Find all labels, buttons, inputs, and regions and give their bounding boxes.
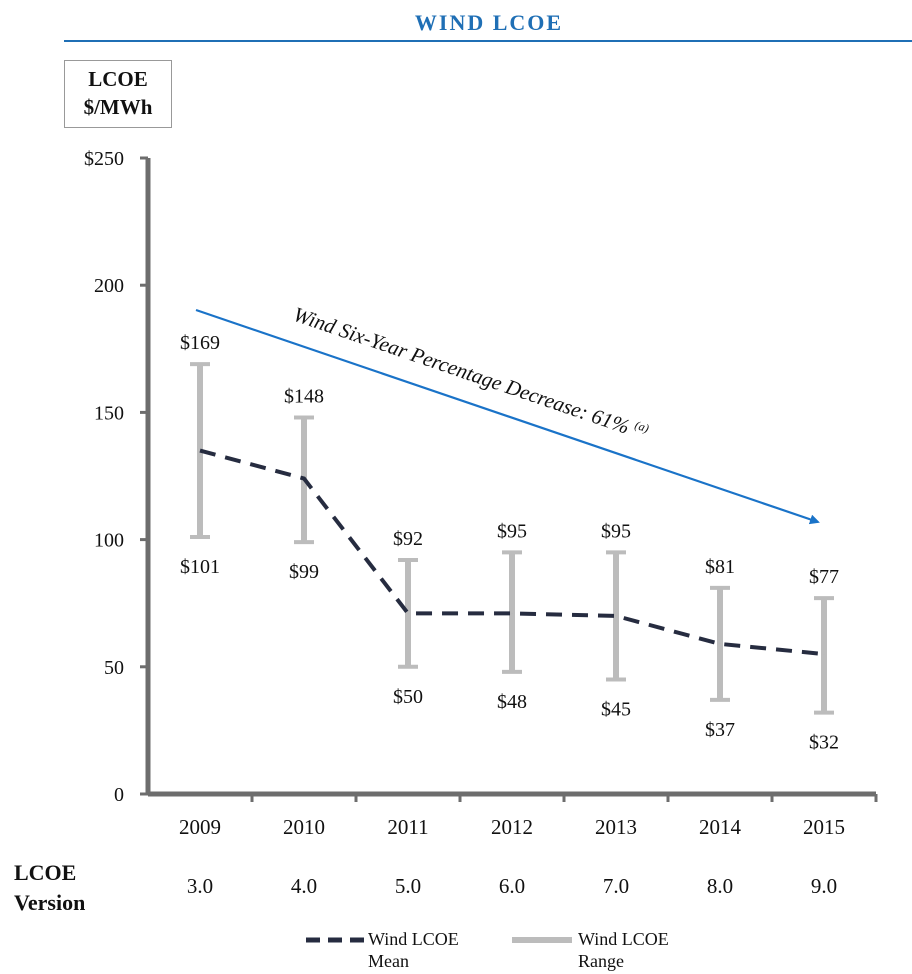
trend-arrow: Wind Six-Year Percentage Decrease: 61% (… (195, 302, 820, 525)
x-tick-label: 2013 (595, 815, 637, 839)
high-value-label: $81 (705, 556, 735, 578)
trend-annotation: Wind Six-Year Percentage Decrease: 61% (… (290, 302, 650, 445)
y-axis-title: LCOE $/MWh (64, 60, 172, 128)
low-value-label: $48 (497, 691, 527, 713)
y-tick-label: 100 (94, 530, 124, 552)
x-tick-label: 2014 (699, 815, 742, 839)
version-value: 9.0 (811, 874, 837, 898)
data-labels: $169 $148 $92 $95 $95 $81 $77 $101 $99 $50 $48 $45 $… (180, 332, 839, 754)
high-value-label: $92 (393, 528, 423, 550)
x-tick-label: 2012 (491, 815, 533, 839)
high-value-label: $95 (497, 520, 527, 542)
version-value: 8.0 (707, 874, 733, 898)
low-value-label: $37 (705, 719, 735, 741)
legend-item-range: Wind LCOE Range (578, 928, 669, 972)
high-value-label: $169 (180, 332, 220, 354)
low-value-label: $99 (289, 561, 319, 583)
version-label-line1: LCOE (14, 860, 77, 885)
trend-arrow-line (195, 308, 820, 525)
high-value-label: $95 (601, 520, 631, 542)
x-tick-label: 2015 (803, 815, 845, 839)
x-ticks: 2009 2010 2011 2012 2013 2014 2015 (179, 794, 878, 839)
low-value-label: $50 (393, 686, 423, 708)
version-value: 5.0 (395, 874, 421, 898)
trend-annotation-text: Wind Six-Year Percentage Decrease: 61% (290, 302, 637, 440)
legend-item-mean: Wind LCOE Mean (368, 928, 459, 972)
version-value: 3.0 (187, 874, 213, 898)
y-tick-label: 150 (94, 402, 124, 424)
legend-mean-line2: Mean (368, 951, 409, 971)
y-tick-label: 50 (104, 657, 124, 679)
low-value-label: $32 (809, 732, 839, 754)
y-ticks: 0 50 100 150 200 $250 (84, 148, 148, 806)
y-tick-label: $250 (84, 148, 124, 170)
version-label-line2: Version (14, 890, 86, 915)
version-value: 7.0 (603, 874, 629, 898)
legend-mean-line1: Wind LCOE (368, 929, 459, 949)
chart-title: WIND LCOE (415, 10, 563, 35)
x-tick-label: 2010 (283, 815, 325, 839)
version-row-label: LCOE Version (14, 858, 85, 918)
x-tick-label: 2009 (179, 815, 221, 839)
y-axis-title-line2: $/MWh (83, 95, 153, 119)
version-value: 6.0 (499, 874, 525, 898)
y-tick-label: 200 (94, 275, 124, 297)
y-axis-title-line1: LCOE (88, 67, 148, 91)
y-tick-label: 0 (114, 784, 124, 806)
version-value: 4.0 (291, 874, 317, 898)
high-value-label: $77 (809, 566, 839, 588)
low-value-label: $45 (601, 699, 631, 721)
x-tick-label: 2011 (387, 815, 428, 839)
high-value-label: $148 (284, 385, 324, 407)
version-labels: 3.0 4.0 5.0 6.0 7.0 8.0 9.0 (187, 874, 837, 898)
mean-line (199, 448, 825, 657)
legend-range-line1: Wind LCOE (578, 929, 669, 949)
axes (145, 158, 876, 797)
legend-range-line2: Range (578, 951, 624, 971)
trend-annotation-superscript: (a) (633, 418, 651, 436)
low-value-label: $101 (180, 556, 220, 578)
